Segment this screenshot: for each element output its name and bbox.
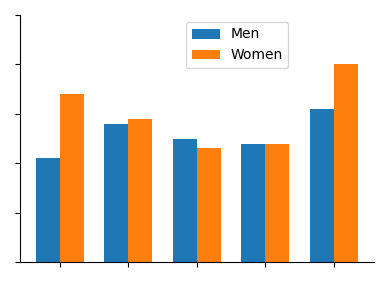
Bar <box>105 124 128 262</box>
Bar <box>265 144 289 262</box>
Bar <box>128 119 152 262</box>
Bar <box>242 144 265 262</box>
Bar <box>197 148 221 262</box>
Legend: Men, Women: Men, Women <box>186 22 288 68</box>
Bar <box>173 138 197 262</box>
Bar <box>310 109 334 262</box>
Bar <box>334 64 358 262</box>
Bar <box>36 158 60 262</box>
Bar <box>60 94 84 262</box>
